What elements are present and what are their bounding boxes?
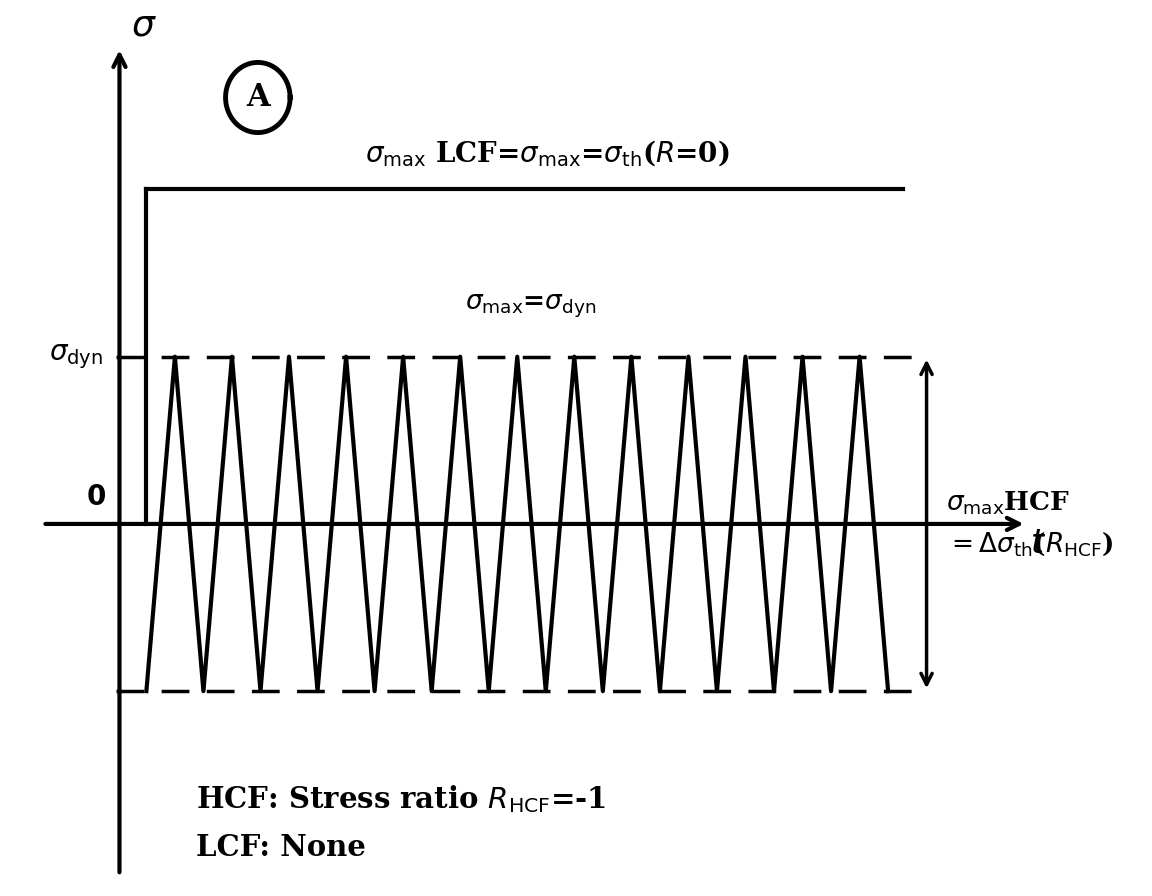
Text: $\sigma_\mathrm{max}$HCF
$=\Delta\sigma_\mathrm{th}$($\mathit{R}_\mathrm{HCF}$): $\sigma_\mathrm{max}$HCF $=\Delta\sigma_…: [946, 490, 1114, 558]
Text: $\sigma_\mathrm{dyn}$: $\sigma_\mathrm{dyn}$: [48, 342, 103, 371]
Text: A: A: [247, 82, 270, 113]
Text: $t$: $t$: [1030, 528, 1046, 561]
Text: HCF: Stress ratio $\mathit{R}_\mathrm{HCF}$=-1: HCF: Stress ratio $\mathit{R}_\mathrm{HC…: [196, 783, 606, 815]
Text: LCF: None: LCF: None: [196, 833, 366, 862]
Text: $\sigma$: $\sigma$: [131, 8, 157, 42]
Text: $\sigma_\mathrm{max}$ LCF=$\sigma_\mathrm{max}$=$\sigma_\mathrm{th}$($\mathit{R}: $\sigma_\mathrm{max}$ LCF=$\sigma_\mathr…: [365, 139, 730, 169]
Text: $\sigma_\mathrm{max}$=$\sigma_\mathrm{dyn}$: $\sigma_\mathrm{max}$=$\sigma_\mathrm{dy…: [465, 293, 597, 320]
Text: $\mathbf{0}$: $\mathbf{0}$: [85, 484, 106, 511]
